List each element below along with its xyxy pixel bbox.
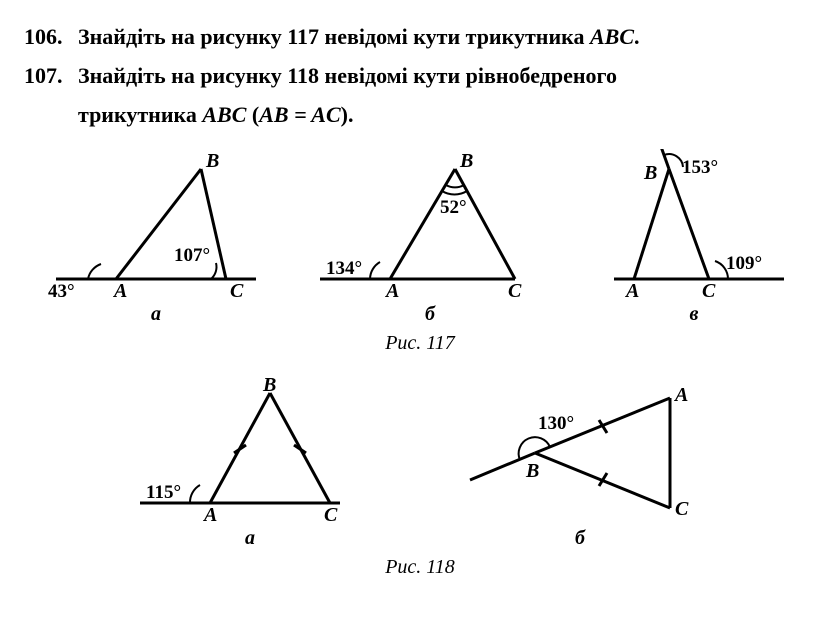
vertex-B: B xyxy=(262,374,276,396)
fig-label: б xyxy=(425,303,435,326)
fig-label: б xyxy=(575,527,585,550)
vertex-A: A xyxy=(202,504,217,523)
problem-number: 107. xyxy=(24,59,78,92)
triangle-117a: B A C 43° 107° xyxy=(46,149,266,299)
triangle-118b: A B C 130° xyxy=(450,373,710,523)
vertex-C: C xyxy=(324,504,338,523)
text-part: трикутника xyxy=(78,102,202,127)
vertex-C: C xyxy=(702,280,716,299)
fig-label: в xyxy=(690,303,699,326)
angle-109: 109° xyxy=(726,253,762,274)
vertex-C: C xyxy=(508,280,522,299)
figure-117-caption: Рис. 117 xyxy=(24,332,816,355)
problem-106: 106. Знайдіть на рисунку 117 невідомі ку… xyxy=(24,20,816,53)
angle-43: 43° xyxy=(48,281,75,299)
problem-107: 107. Знайдіть на рисунку 118 невідомі ку… xyxy=(24,59,816,92)
paren: ( xyxy=(246,102,259,127)
angle-134: 134° xyxy=(326,258,362,279)
fig-117b: B A C 134° 52° б xyxy=(310,149,550,326)
figure-118-caption: Рис. 118 xyxy=(24,556,816,579)
vertex-B: B xyxy=(643,162,657,184)
vertex-A: A xyxy=(112,280,127,299)
figure-117-row: B A C 43° 107° а B A C 134° 52° б xyxy=(24,149,816,326)
vertex-C: C xyxy=(230,280,244,299)
equation: AB = AC xyxy=(259,102,340,127)
fig-label: а xyxy=(245,527,255,550)
problem-text: Знайдіть на рисунку 118 невідомі кути рі… xyxy=(78,59,816,92)
vertex-C: C xyxy=(675,498,689,520)
dot: . xyxy=(634,24,640,49)
problem-107-line2: трикутника ABC (AB = AC). xyxy=(78,98,816,131)
fig-label: а xyxy=(151,303,161,326)
vertex-B: B xyxy=(525,460,539,482)
problem-number: 106. xyxy=(24,20,78,53)
fig-118b: A B C 130° б xyxy=(450,373,710,550)
text-part: Знайдіть на рисунку 117 невідомі кути тр… xyxy=(78,24,590,49)
triangle-117b: B A C 134° 52° xyxy=(310,149,550,299)
triangle-name: ABC xyxy=(202,102,246,127)
vertex-A: A xyxy=(673,384,688,406)
vertex-A: A xyxy=(384,280,399,299)
figure-118-row: B A C 115° а A B C 130° б xyxy=(24,373,816,550)
triangle-117v: B A C 153° 109° xyxy=(594,149,794,299)
fig-117v: B A C 153° 109° в xyxy=(594,149,794,326)
fig-118a: B A C 115° а xyxy=(130,373,370,550)
vertex-B: B xyxy=(205,150,219,172)
triangle-name: ABC xyxy=(590,24,634,49)
paren: ). xyxy=(341,102,354,127)
angle-130: 130° xyxy=(538,413,574,434)
angle-153: 153° xyxy=(682,157,718,178)
triangle-118a: B A C 115° xyxy=(130,373,370,523)
fig-117a: B A C 43° 107° а xyxy=(46,149,266,326)
angle-115: 115° xyxy=(146,482,181,503)
vertex-B: B xyxy=(459,150,473,172)
angle-52: 52° xyxy=(440,197,467,218)
angle-107: 107° xyxy=(174,245,210,266)
problem-text: Знайдіть на рисунку 117 невідомі кути тр… xyxy=(78,20,816,53)
vertex-A: A xyxy=(624,280,639,299)
